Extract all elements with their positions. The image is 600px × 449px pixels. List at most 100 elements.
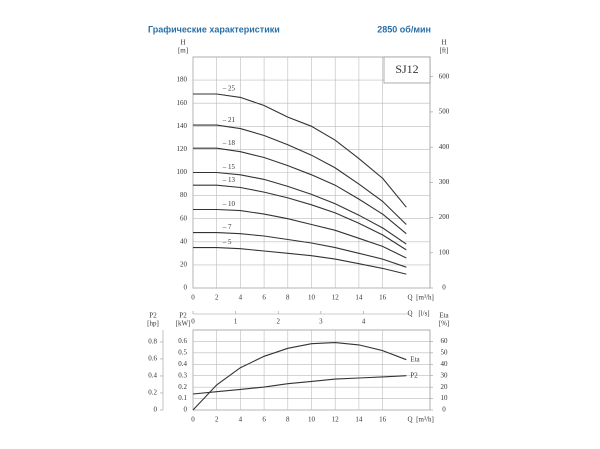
y-tick-label: 140 <box>177 122 188 130</box>
y3-axis-label: P2 <box>149 312 157 320</box>
y-axis-unit: [kW] <box>176 320 191 328</box>
x-tick-label: 8 <box>286 294 290 302</box>
series-label: – 25 <box>222 85 236 93</box>
x2-tick-label: 2 <box>277 318 281 326</box>
y-tick-label: 0.6 <box>178 337 187 345</box>
model-label: SJ12 <box>395 62 418 76</box>
y2-tick-label: 400 <box>439 143 450 151</box>
y3-tick-label: 0 <box>154 406 158 414</box>
y2-tick-label: 100 <box>439 248 450 256</box>
x-axis-unit: [m³/h] <box>416 416 434 424</box>
y2-tick-label: 0 <box>442 284 446 292</box>
series-label: – 18 <box>222 139 236 147</box>
x-tick-label: 8 <box>286 416 290 424</box>
data-line <box>192 342 407 411</box>
x-tick-label: 12 <box>332 416 340 424</box>
y2-tick-label: 500 <box>439 108 450 116</box>
y2-axis-unit: [ft] <box>440 47 449 55</box>
x-tick-label: 10 <box>308 294 316 302</box>
x-tick-label: 10 <box>308 416 316 424</box>
x-tick-label: 14 <box>355 294 363 302</box>
series-label: – 13 <box>222 176 236 184</box>
data-line <box>193 93 407 208</box>
x-tick-label: 0 <box>191 294 195 302</box>
series-label: – 10 <box>222 200 236 208</box>
y-tick-label: 0.5 <box>178 348 187 356</box>
x-tick-label: 2 <box>215 294 219 302</box>
y3-tick-label: 0.2 <box>148 389 157 397</box>
x-axis-unit: [m³/h] <box>416 294 434 302</box>
y2-axis-unit: [%] <box>439 320 450 328</box>
y2-tick-label: 40 <box>441 360 449 368</box>
x-tick-label: 4 <box>239 294 243 302</box>
x2-tick-label: 1 <box>234 318 238 326</box>
x-tick-label: 14 <box>355 416 363 424</box>
y2-tick-label: 300 <box>439 178 450 186</box>
series-label: – 21 <box>222 116 236 124</box>
x2-axis-label: Q <box>407 310 412 318</box>
x-tick-label: 0 <box>191 416 195 424</box>
y-tick-label: 100 <box>177 168 188 176</box>
y-tick-label: 0.3 <box>178 371 187 379</box>
series-label: – 7 <box>222 223 232 231</box>
y-tick-label: 20 <box>180 261 188 269</box>
x2-tick-label: 4 <box>362 318 366 326</box>
series-label: – 5 <box>222 238 232 246</box>
y-tick-label: 160 <box>177 99 188 107</box>
data-line <box>193 247 407 275</box>
y3-tick-label: 0.6 <box>148 355 157 363</box>
y2-axis-label: Eta <box>439 312 449 320</box>
y2-tick-label: 10 <box>441 394 449 402</box>
y2-tick-label: 60 <box>441 337 449 345</box>
data-line <box>192 375 407 395</box>
model-box <box>383 56 431 84</box>
y2-tick-label: 200 <box>439 213 450 221</box>
data-line <box>193 208 407 259</box>
x-tick-label: 16 <box>379 416 387 424</box>
x-tick-label: 4 <box>239 416 243 424</box>
y2-tick-label: 50 <box>441 348 449 356</box>
y2-tick-label: 20 <box>441 383 449 391</box>
y-tick-label: 0.1 <box>178 394 187 402</box>
y-axis-label: H <box>180 39 185 47</box>
y-tick-label: 80 <box>180 191 188 199</box>
speed-label: 2850 об/мин <box>377 24 431 34</box>
x-tick-label: 6 <box>262 294 266 302</box>
y-tick-label: 120 <box>177 145 188 153</box>
y-tick-label: 0 <box>184 284 188 292</box>
y-tick-label: 0.4 <box>178 360 187 368</box>
series-label: Eta <box>410 355 420 363</box>
y-axis-label: P2 <box>179 312 187 320</box>
y2-tick-label: 0 <box>442 406 446 414</box>
y3-axis-unit: [hp] <box>147 320 159 328</box>
x-axis-label: Q <box>407 416 412 424</box>
data-line <box>193 184 407 251</box>
page-title: Графические характеристики <box>148 24 280 34</box>
x2-axis-unit: [l/s] <box>418 310 429 318</box>
data-line <box>193 232 407 268</box>
y-tick-label: 40 <box>180 237 188 245</box>
series-label: – 15 <box>222 163 236 171</box>
y-tick-label: 0 <box>184 406 188 414</box>
x-tick-label: 12 <box>332 294 340 302</box>
x-tick-label: 6 <box>262 416 266 424</box>
y3-tick-label: 0.4 <box>148 372 157 380</box>
y2-tick-label: 600 <box>439 72 450 80</box>
data-line <box>193 171 407 245</box>
x2-tick-label: 3 <box>319 318 323 326</box>
y3-tick-label: 0.8 <box>148 338 157 346</box>
y-tick-label: 180 <box>177 76 188 84</box>
x2-tick-label: 0 <box>191 318 195 326</box>
x-tick-label: 2 <box>215 416 219 424</box>
x-axis-label: Q <box>407 294 412 302</box>
y-tick-label: 60 <box>180 214 188 222</box>
data-line <box>193 124 407 225</box>
y2-axis-label: H <box>441 39 446 47</box>
y-tick-label: 0.2 <box>178 383 187 391</box>
series-label: P2 <box>410 371 418 379</box>
data-line <box>193 147 407 235</box>
y-axis-unit: [m] <box>178 47 188 55</box>
y2-tick-label: 30 <box>441 371 449 379</box>
x-tick-label: 16 <box>379 294 387 302</box>
